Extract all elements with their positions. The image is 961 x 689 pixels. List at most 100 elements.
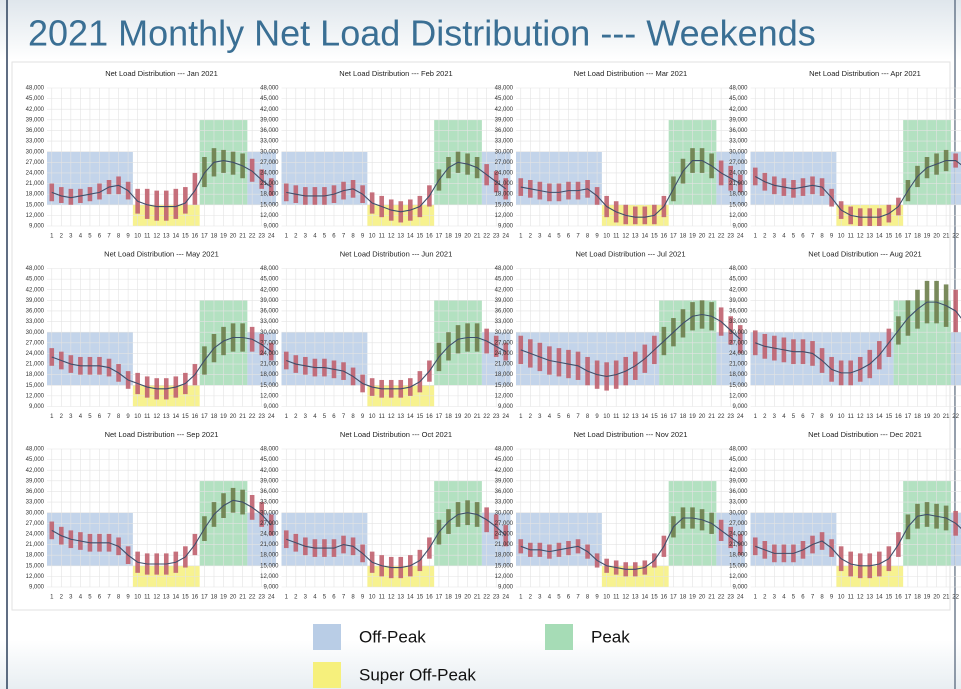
- y-tick-label: 21,000: [495, 181, 514, 187]
- x-tick-label: 19: [924, 595, 931, 601]
- y-tick-label: 9,000: [498, 404, 514, 410]
- x-tick-label: 11: [613, 234, 620, 240]
- x-tick-label: 6: [801, 595, 805, 601]
- legend-swatch: [313, 662, 341, 688]
- x-tick-label: 11: [379, 414, 386, 420]
- y-tick-label: 33,000: [26, 139, 45, 145]
- y-tick-label: 12,000: [26, 393, 45, 399]
- range-bar: [202, 157, 207, 188]
- x-tick-label: 4: [782, 414, 786, 420]
- x-tick-label: 20: [699, 595, 706, 601]
- x-tick-label: 12: [857, 595, 864, 601]
- x-tick-label: 7: [576, 414, 580, 420]
- x-tick-label: 9: [830, 234, 834, 240]
- y-tick-label: 24,000: [260, 171, 279, 177]
- y-tick-label: 33,000: [260, 319, 279, 325]
- x-tick-label: 18: [914, 414, 921, 420]
- y-tick-label: 12,000: [495, 574, 514, 580]
- y-tick-label: 9,000: [263, 585, 279, 591]
- y-tick-label: 24,000: [26, 171, 45, 177]
- x-tick-label: 10: [838, 414, 845, 420]
- y-tick-label: 45,000: [26, 457, 45, 463]
- x-tick-label: 20: [699, 234, 706, 240]
- x-tick-label: 7: [576, 234, 580, 240]
- range-bar: [173, 188, 179, 219]
- x-tick-label: 6: [801, 234, 805, 240]
- y-tick-label: 39,000: [495, 478, 514, 484]
- x-tick-label: 21: [239, 234, 246, 240]
- y-tick-label: 9,000: [498, 224, 514, 230]
- x-tick-label: 8: [117, 414, 121, 420]
- y-tick-label: 27,000: [260, 521, 279, 527]
- panel: Net Load Distribution --- Nov 2021 9,000 1…: [495, 430, 745, 601]
- x-tick-label: 22: [952, 595, 959, 601]
- x-tick-label: 11: [848, 234, 855, 240]
- y-tick-label: 21,000: [26, 542, 45, 548]
- x-tick-label: 21: [239, 414, 246, 420]
- y-tick-label: 27,000: [26, 340, 45, 346]
- x-tick-label: 17: [201, 414, 208, 420]
- y-tick-label: 27,000: [495, 340, 514, 346]
- x-tick-label: 16: [192, 414, 199, 420]
- x-tick-label: 11: [144, 234, 151, 240]
- x-tick-label: 18: [211, 234, 218, 240]
- x-tick-label: 15: [886, 595, 893, 601]
- x-tick-label: 16: [192, 595, 199, 601]
- x-tick-label: 3: [538, 414, 542, 420]
- panel-title: Net Load Distribution --- Sep 2021: [105, 430, 219, 439]
- x-tick-label: 16: [895, 595, 902, 601]
- y-tick-label: 27,000: [729, 160, 748, 166]
- y-tick-label: 30,000: [26, 330, 45, 336]
- x-tick-label: 13: [163, 595, 170, 601]
- range-bar: [259, 169, 264, 189]
- y-tick-label: 48,000: [495, 86, 514, 92]
- y-tick-label: 33,000: [260, 139, 279, 145]
- y-tick-label: 48,000: [260, 447, 279, 453]
- x-tick-label: 19: [220, 234, 227, 240]
- y-tick-label: 30,000: [495, 149, 514, 155]
- y-tick-label: 18,000: [495, 553, 514, 559]
- x-tick-label: 16: [192, 234, 199, 240]
- y-tick-label: 15,000: [729, 383, 748, 389]
- y-tick-label: 24,000: [26, 351, 45, 357]
- x-tick-label: 17: [436, 414, 443, 420]
- y-tick-label: 21,000: [26, 362, 45, 368]
- legend-swatch: [545, 624, 573, 650]
- y-tick-label: 45,000: [260, 277, 279, 283]
- panel-title: Net Load Distribution --- Nov 2021: [574, 430, 688, 439]
- y-tick-label: 30,000: [729, 330, 748, 336]
- y-tick-label: 9,000: [29, 585, 45, 591]
- x-tick-label: 20: [933, 595, 940, 601]
- x-tick-label: 13: [866, 414, 873, 420]
- x-tick-label: 7: [342, 414, 346, 420]
- x-tick-label: 18: [445, 595, 452, 601]
- x-tick-label: 21: [708, 595, 715, 601]
- range-bar: [183, 187, 188, 214]
- x-tick-label: 1: [754, 414, 758, 420]
- x-tick-label: 11: [379, 234, 386, 240]
- range-bar: [752, 330, 758, 356]
- y-tick-label: 45,000: [260, 457, 279, 463]
- x-tick-label: 17: [201, 234, 208, 240]
- x-tick-label: 22: [483, 414, 490, 420]
- x-tick-label: 2: [763, 414, 767, 420]
- y-tick-label: 15,000: [260, 383, 279, 389]
- x-tick-label: 18: [211, 414, 218, 420]
- panel-title: Net Load Distribution --- Dec 2021: [808, 430, 922, 439]
- range-bar: [230, 151, 236, 175]
- x-tick-label: 21: [943, 595, 950, 601]
- x-tick-label: 3: [304, 414, 308, 420]
- legend-label: Off-Peak: [359, 627, 426, 646]
- x-tick-label: 5: [792, 414, 796, 420]
- x-tick-label: 6: [98, 234, 102, 240]
- y-tick-label: 27,000: [729, 521, 748, 527]
- y-tick-label: 21,000: [260, 181, 279, 187]
- y-tick-label: 39,000: [26, 298, 45, 304]
- x-tick-label: 13: [163, 234, 170, 240]
- x-tick-label: 19: [924, 414, 931, 420]
- x-tick-label: 13: [866, 234, 873, 240]
- x-tick-label: 1: [754, 595, 758, 601]
- y-tick-label: 24,000: [260, 532, 279, 538]
- y-tick-label: 39,000: [260, 478, 279, 484]
- panel-title: Net Load Distribution --- Jan 2021: [105, 69, 218, 78]
